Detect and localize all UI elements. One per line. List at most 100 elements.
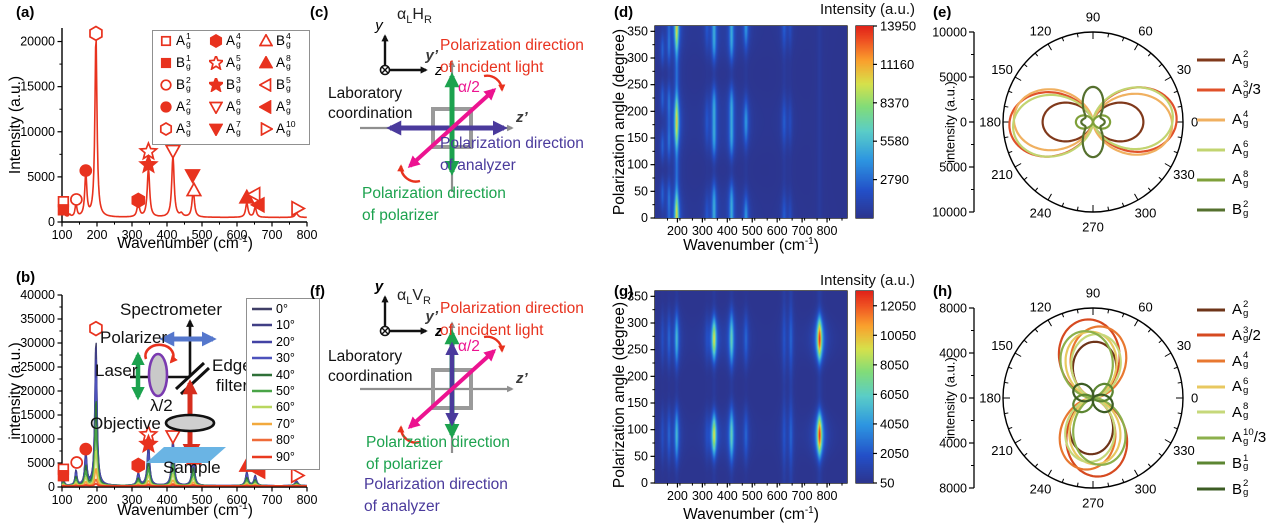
tick-label: 300 [1135,205,1157,220]
panel-a-x-axis-label: Wavenumber (cm-1) [117,234,253,253]
peak-marker-tri-down-open [164,430,182,446]
tick-label: 30 [1177,338,1191,353]
polar-curve [1072,382,1114,414]
tick-label: 270 [1082,220,1104,235]
panel-d-x-axis-label: Wavenumber (cm-1) [683,236,819,255]
z-prime-label: z’ [515,109,529,126]
optical-setup-inset [130,319,226,463]
analyzer-label-line2: of analyzer [364,498,440,515]
laboratory-label-line1: Laboratory [328,85,403,102]
tick-label: 8050 [880,357,909,372]
peak-marker-square [57,470,70,482]
peak-marker-hexagon-open [89,25,103,42]
peak-marker-tri-right-open [290,467,306,484]
tick-label: 15000 [20,408,55,422]
tick-label: 210 [991,443,1013,458]
tick-label: 400 [717,224,738,238]
rotation-arrow [144,343,178,364]
tick-label: 500 [192,493,213,507]
legend-item-angle: 60° [252,400,295,415]
tick-label: 240 [1030,205,1052,220]
tick-label: 25000 [20,360,55,374]
tick-label: 200 [627,104,648,118]
panel-d: (d) Polarization angle (degree) Wavenumb… [610,0,930,265]
tick-label: 0 [48,480,55,494]
tick-label: 2050 [880,446,909,461]
panel-c: (c) y z y’ z’ αLHR Laboratory coordination … [300,0,610,265]
spectrum-curve [61,40,308,219]
tick-label: 600 [767,224,788,238]
tick-label: 0 [960,116,967,130]
tick-label: 400 [157,493,178,507]
rotation-arrow [483,74,506,92]
tick-label: 0 [48,215,55,229]
incident-light-label-line1: Polarization direction [440,37,584,54]
tick-label: 500 [192,228,213,242]
arrow [407,87,497,169]
tick-label: 180 [979,115,1001,130]
tick-label: 0 [1191,115,1198,130]
tick-label: 270 [1082,496,1104,511]
polarizer-label-line2: of polarizer [362,207,439,224]
tick-label: 13950 [880,19,916,34]
z-axis-letter: z [434,62,443,79]
tick-label: 300 [692,489,713,503]
polarizer-label-line1: Polarization direction [362,185,506,202]
panel-b: (b) intensity (a.u.) Wavenumber (cm-1) 1… [0,265,320,530]
peak-marker-circle-open [69,193,83,206]
tick-label: 300 [627,51,648,65]
peak-marker-tri-right-open [291,200,307,217]
arrow [407,348,497,430]
tick-label: 800 [297,228,318,242]
tick-label: 400 [717,489,738,503]
z-axis-letter: z [434,323,443,340]
tick-label: 40000 [20,288,55,302]
configuration-title-c: αLHR [397,6,432,27]
analyzer-label-line1: Polarization direction [440,135,584,152]
tick-label: 10050 [880,328,916,343]
peak-marker-tri-left [249,196,265,214]
tick-label: 600 [227,228,248,242]
tick-label: 50 [634,449,648,463]
objective-label: Objective [90,414,161,433]
tick-label: 800 [817,224,838,238]
tick-label: 60 [1138,300,1152,315]
tick-label: 150 [627,396,648,410]
incident-light-label-line2: of incident light [440,59,544,76]
rotation-arrow [483,335,506,353]
tick-label: 120 [1030,24,1052,39]
panel-label-h: (h) [933,283,953,300]
peak-marker-star [209,77,223,92]
heatmap-canvas-d [655,26,847,218]
spectrum-plot-a: 100 200 300 400 500 600 700 800 0 5000 10000 15000 2… [20,25,318,242]
tick-label: 90 [1086,286,1100,301]
laser-label: Laser [95,361,138,380]
peak-marker-tri-up-open [185,181,203,197]
configuration-title-f: αLVR [397,287,431,308]
tick-label: 6050 [880,387,909,402]
tick-label: 300 [1135,481,1157,496]
peak-marker-tri-down [184,169,201,184]
peak-marker-tri-up [259,55,273,69]
polar-plot-e: 0 30 60 90 120 150 180 210 240 270 300 330 10000 5000… [932,10,1198,235]
tick-label: 700 [792,489,813,503]
spectrum-curve-90° [61,482,307,487]
half-wave-plate [147,352,169,398]
